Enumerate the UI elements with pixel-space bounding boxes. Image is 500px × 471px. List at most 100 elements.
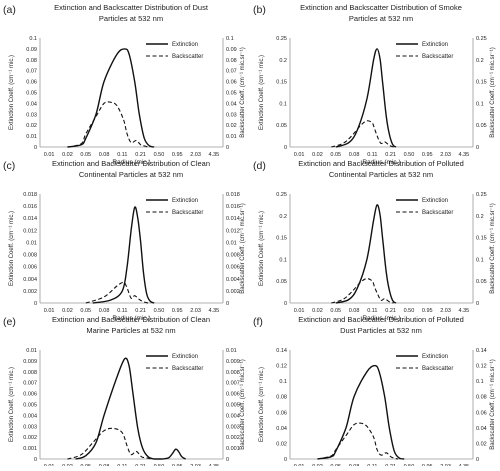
- x-tick-label: 0.01: [294, 308, 305, 314]
- y-tick-label-right: 0.01: [226, 240, 237, 246]
- y-tick-label-left: 0.08: [26, 58, 37, 64]
- extinction-line: [317, 364, 405, 460]
- x-tick-label: 0.21: [385, 152, 396, 158]
- y-axis-label-right: Backscatter Coeff. (cm⁻¹ mic.sr⁻¹): [490, 47, 496, 138]
- y-tick-label-right: 0.006: [226, 265, 240, 271]
- legend-label-extinction: Extinction: [422, 42, 448, 48]
- y-tick-label-left: 0.009: [23, 359, 37, 365]
- x-axis-label: Radius (mic.): [362, 159, 400, 166]
- y-tick-label-left: 0.04: [276, 426, 287, 432]
- y-tick-label-right: 0.003: [226, 424, 240, 430]
- y-tick-label-left: 0.004: [23, 413, 37, 419]
- y-tick-label-right: 0.07: [226, 69, 237, 75]
- y-axis-label-right: Backscatter Coeff. (cm⁻¹ mic.sr⁻¹): [490, 203, 496, 294]
- x-tick-label: 0.02: [62, 152, 73, 158]
- y-tick-label-right: 0.008: [226, 370, 240, 376]
- y-tick-label-left: 0.25: [276, 192, 287, 198]
- legend-label-extinction: Extinction: [422, 354, 448, 360]
- y-axis-label-left: Extinction Coeff. (cm⁻¹ mic.): [259, 367, 265, 442]
- y-tick-label-left: 0.012: [23, 228, 37, 234]
- y-axis-label-right: Backscatter Coeff. (cm⁻¹ mic.sr⁻¹): [240, 359, 246, 450]
- x-tick-label: 0.01: [294, 152, 305, 158]
- legend-label-extinction: Extinction: [172, 42, 198, 48]
- y-tick-label-right: 0.15: [476, 236, 487, 242]
- chart-title-line: Particles at 532 nm: [349, 14, 413, 23]
- y-axis-label-left: Extinction Coeff. (cm⁻¹ mic.): [259, 211, 265, 286]
- y-tick-label-right: 0: [226, 145, 229, 151]
- y-tick-label-left: 0.2: [279, 58, 287, 64]
- y-tick-label-right: 0.002: [226, 289, 240, 295]
- y-tick-label-right: 0.14: [476, 348, 487, 354]
- y-tick-label-left: 0: [34, 301, 37, 307]
- x-tick-label: 0.50: [154, 152, 165, 158]
- y-tick-label-left: 0.05: [276, 279, 287, 285]
- chart-title-line: Extinction and Backscatter Distribution …: [52, 159, 210, 168]
- chart-title-line: Extinction and Backscatter Distribution …: [298, 315, 464, 324]
- y-axis-label-left: Extinction Coeff. (cm⁻¹ mic.): [9, 211, 15, 286]
- x-tick-label: 0.95: [172, 152, 183, 158]
- legend-label-backscatter: Backscatter: [172, 210, 203, 216]
- y-tick-label-left: 0.005: [23, 403, 37, 409]
- x-tick-label: 2.03: [440, 152, 451, 158]
- x-tick-label: 0.21: [135, 152, 146, 158]
- x-tick-label: 0.05: [330, 152, 341, 158]
- chart-panel: (a) Extinction and Backscatter Distributi…: [3, 3, 246, 166]
- chart-title-line: Dust Particles at 532 nm: [340, 326, 422, 335]
- y-tick-label-right: 0.002: [226, 435, 240, 441]
- y-tick-label-left: 0.15: [276, 80, 287, 86]
- chart-panel: (e) Extinction and Backscatter Distributi…: [3, 315, 246, 470]
- x-tick-label: 0.95: [422, 152, 433, 158]
- y-tick-label-left: 0.25: [276, 36, 287, 42]
- y-tick-label-left: 0.05: [276, 123, 287, 129]
- y-tick-label-left: 0.004: [23, 277, 37, 283]
- x-tick-label: 0.21: [385, 308, 396, 314]
- x-tick-label: 2.03: [190, 152, 201, 158]
- y-tick-label-right: 0.006: [226, 392, 240, 398]
- y-tick-label-right: 0.012: [226, 228, 240, 234]
- y-axis-label-left: Extinction Coeff. (cm⁻¹ mic.): [9, 55, 15, 130]
- y-tick-label-right: 0: [226, 457, 229, 463]
- y-axis-label-right: Backscatter Coeff. (cm⁻¹ mic.sr⁻¹): [240, 47, 246, 138]
- x-tick-label: 0.05: [80, 152, 91, 158]
- y-tick-label-left: 0.008: [23, 370, 37, 376]
- chart-title-line: Continental Particles at 532 nm: [79, 170, 183, 179]
- x-axis-label: Radius (mic.): [112, 315, 150, 322]
- y-tick-label-left: 0.01: [26, 240, 37, 246]
- y-tick-label-left: 0.006: [23, 265, 37, 271]
- x-tick-label: 0.02: [312, 308, 323, 314]
- y-tick-label-left: 0.04: [26, 101, 37, 107]
- x-axis-label: Radius (mic.): [112, 159, 150, 166]
- y-tick-label-right: 0.06: [476, 410, 487, 416]
- x-tick-label: 0.21: [135, 308, 146, 314]
- chart-panel: (f) Extinction and Backscatter Distributi…: [253, 315, 496, 470]
- y-tick-label-right: 0.04: [226, 101, 237, 107]
- y-tick-label-left: 0.1: [279, 257, 287, 263]
- y-tick-label-left: 0.1: [29, 36, 37, 42]
- y-tick-label-left: 0.008: [23, 253, 37, 259]
- panel-letter: (e): [3, 316, 16, 328]
- x-tick-label: 0.11: [117, 308, 127, 314]
- legend-label-backscatter: Backscatter: [422, 54, 453, 60]
- x-tick-label: 0.02: [312, 152, 323, 158]
- y-tick-label-right: 0.1: [226, 36, 234, 42]
- legend-label-backscatter: Backscatter: [422, 366, 453, 372]
- y-tick-label-right: 0: [476, 457, 479, 463]
- x-tick-label: 4.35: [458, 308, 469, 314]
- y-tick-label-right: 0.02: [226, 123, 237, 129]
- y-tick-label-right: 0: [476, 145, 479, 151]
- y-tick-label-left: 0.006: [23, 392, 37, 398]
- y-tick-label-right: 0.12: [476, 364, 487, 370]
- x-tick-label: 0.50: [404, 308, 415, 314]
- chart-panel: (c) Extinction and Backscatter Distributi…: [3, 159, 246, 322]
- y-tick-label-left: 0.014: [23, 216, 37, 222]
- chart-title-line: Extinction and Backscatter Distribution …: [52, 315, 210, 324]
- extinction-line: [75, 357, 187, 460]
- legend-label-backscatter: Backscatter: [172, 366, 203, 372]
- extinction-line: [67, 48, 155, 148]
- x-tick-label: 2.03: [190, 308, 201, 314]
- chart-title-line: Marine Particles at 532 nm: [86, 326, 175, 335]
- y-tick-label-left: 0.02: [276, 441, 287, 447]
- x-tick-label: 0.08: [349, 308, 360, 314]
- y-tick-label-left: 0.01: [26, 134, 37, 140]
- x-tick-label: 0.02: [62, 308, 73, 314]
